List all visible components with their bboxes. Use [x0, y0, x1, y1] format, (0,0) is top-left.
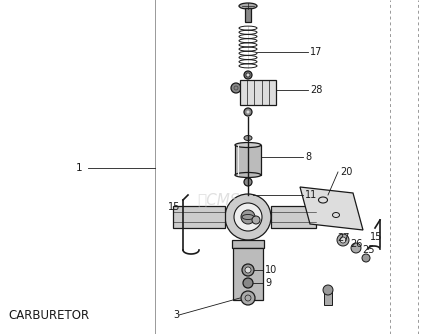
Text: 17: 17	[310, 47, 322, 57]
Circle shape	[246, 73, 250, 77]
Circle shape	[252, 216, 260, 224]
Circle shape	[247, 111, 249, 114]
Circle shape	[241, 210, 255, 224]
Text: 1: 1	[76, 163, 83, 173]
Text: 🔧CMS: 🔧CMS	[197, 192, 239, 207]
Polygon shape	[240, 80, 276, 105]
Circle shape	[231, 83, 241, 93]
Text: 25: 25	[362, 245, 375, 255]
Circle shape	[323, 285, 333, 295]
Ellipse shape	[235, 143, 261, 148]
Bar	[232, 240, 264, 248]
Text: 20: 20	[340, 167, 352, 177]
Text: 28: 28	[310, 85, 322, 95]
Text: 10: 10	[265, 265, 277, 275]
Circle shape	[243, 278, 253, 288]
Bar	[271, 206, 316, 228]
Circle shape	[351, 243, 361, 253]
Text: 11: 11	[305, 190, 317, 200]
Bar	[173, 206, 225, 228]
Bar	[235, 145, 261, 175]
Circle shape	[225, 194, 271, 240]
Circle shape	[362, 254, 370, 262]
Circle shape	[241, 291, 255, 305]
Circle shape	[244, 71, 252, 79]
Text: 26: 26	[350, 239, 362, 249]
Bar	[324, 290, 332, 305]
Text: 8: 8	[305, 152, 311, 162]
Text: 15: 15	[168, 202, 180, 212]
Circle shape	[337, 234, 349, 246]
Circle shape	[242, 264, 254, 276]
Text: 3: 3	[173, 310, 179, 320]
Text: 15: 15	[370, 232, 382, 242]
Polygon shape	[300, 187, 363, 230]
Bar	[245, 8, 251, 22]
Text: CARBURETOR: CARBURETOR	[8, 309, 89, 322]
Circle shape	[245, 267, 251, 273]
Ellipse shape	[235, 172, 261, 177]
Text: 9: 9	[265, 278, 271, 288]
Ellipse shape	[239, 3, 257, 9]
Ellipse shape	[244, 136, 252, 141]
Circle shape	[234, 203, 262, 231]
Circle shape	[244, 178, 252, 186]
Circle shape	[340, 237, 346, 243]
Circle shape	[244, 108, 252, 116]
Bar	[233, 248, 263, 300]
Text: 27: 27	[337, 233, 350, 243]
